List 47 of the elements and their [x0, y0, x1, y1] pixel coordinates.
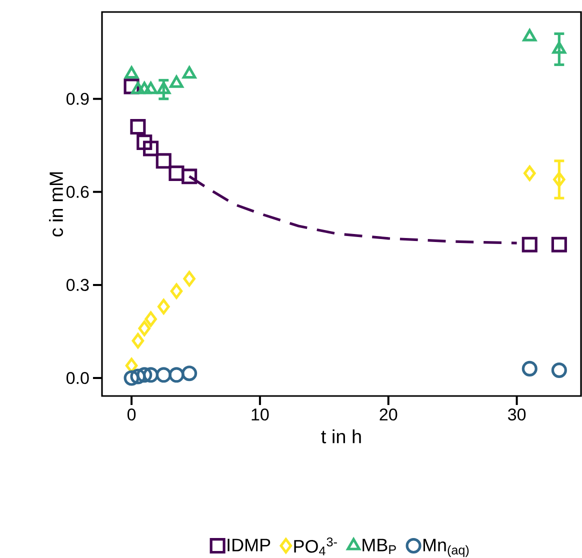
- point: [136, 367, 152, 383]
- point: [168, 166, 184, 182]
- point: [183, 270, 196, 287]
- point: [182, 168, 198, 184]
- point: [156, 367, 172, 383]
- y-tick-label: 0.3: [66, 278, 89, 291]
- point: [182, 366, 198, 382]
- point: [551, 236, 567, 252]
- point: [523, 166, 536, 182]
- point: [125, 358, 138, 374]
- point: [522, 29, 537, 42]
- legend-label: PO$_{4}$3-: [294, 537, 337, 556]
- point: [182, 66, 196, 79]
- x-tick-label: 10: [252, 408, 269, 421]
- point: [124, 66, 138, 79]
- x-tick-label: 0: [127, 408, 136, 421]
- x-axis-title: t in h: [321, 429, 361, 444]
- point: [143, 140, 159, 156]
- point: [522, 236, 538, 252]
- point: [143, 367, 159, 383]
- point: [170, 283, 183, 299]
- point: [156, 153, 172, 169]
- x-tick-label: 20: [380, 408, 398, 421]
- y-tick-label: 0.0: [66, 372, 89, 384]
- point: [551, 362, 567, 378]
- point: [170, 76, 184, 88]
- point: [136, 134, 152, 150]
- y-tick-label: 0.9: [66, 92, 89, 105]
- point: [124, 370, 140, 386]
- point: [522, 360, 538, 376]
- point: [144, 82, 158, 94]
- point: [131, 82, 145, 94]
- point: [168, 367, 184, 383]
- legend-label: IDMP: [228, 538, 270, 552]
- point: [553, 172, 566, 188]
- point: [132, 333, 144, 349]
- point: [552, 41, 566, 54]
- point: [157, 298, 170, 314]
- y-axis-title: c in mM: [49, 172, 64, 236]
- legend-label: Mn$_{(aq)}$: [423, 538, 469, 558]
- point: [144, 311, 157, 327]
- point: [130, 118, 146, 135]
- point: [130, 368, 146, 384]
- x-tick-label: 30: [508, 408, 526, 421]
- point: [138, 320, 151, 336]
- y-tick-label: 0.6: [66, 186, 89, 198]
- legend-label: MB$_{P}$: [362, 538, 396, 554]
